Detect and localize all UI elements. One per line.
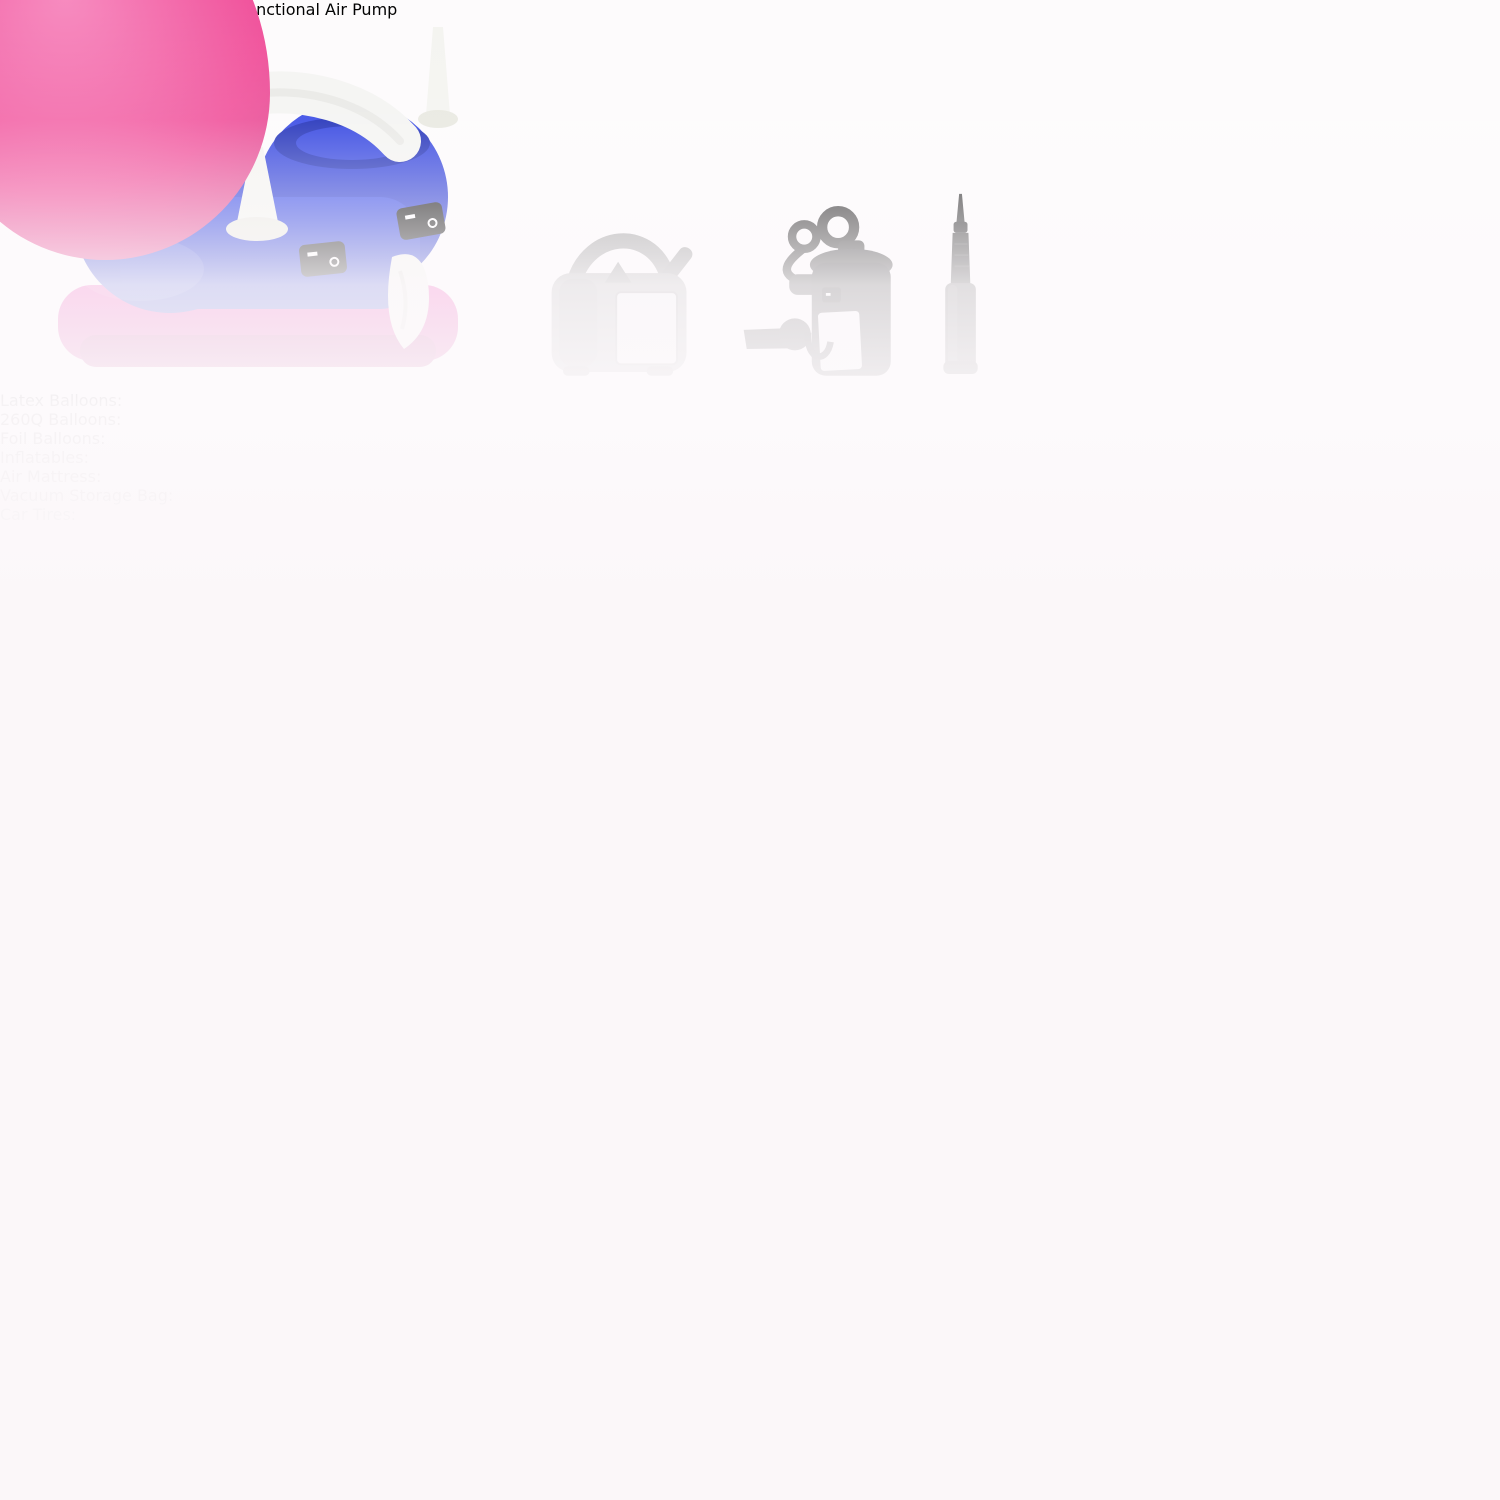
infographic-stage: Multifunctional Air Pump Multifunctional… [0,0,1500,1500]
background-wash [0,0,1500,1500]
